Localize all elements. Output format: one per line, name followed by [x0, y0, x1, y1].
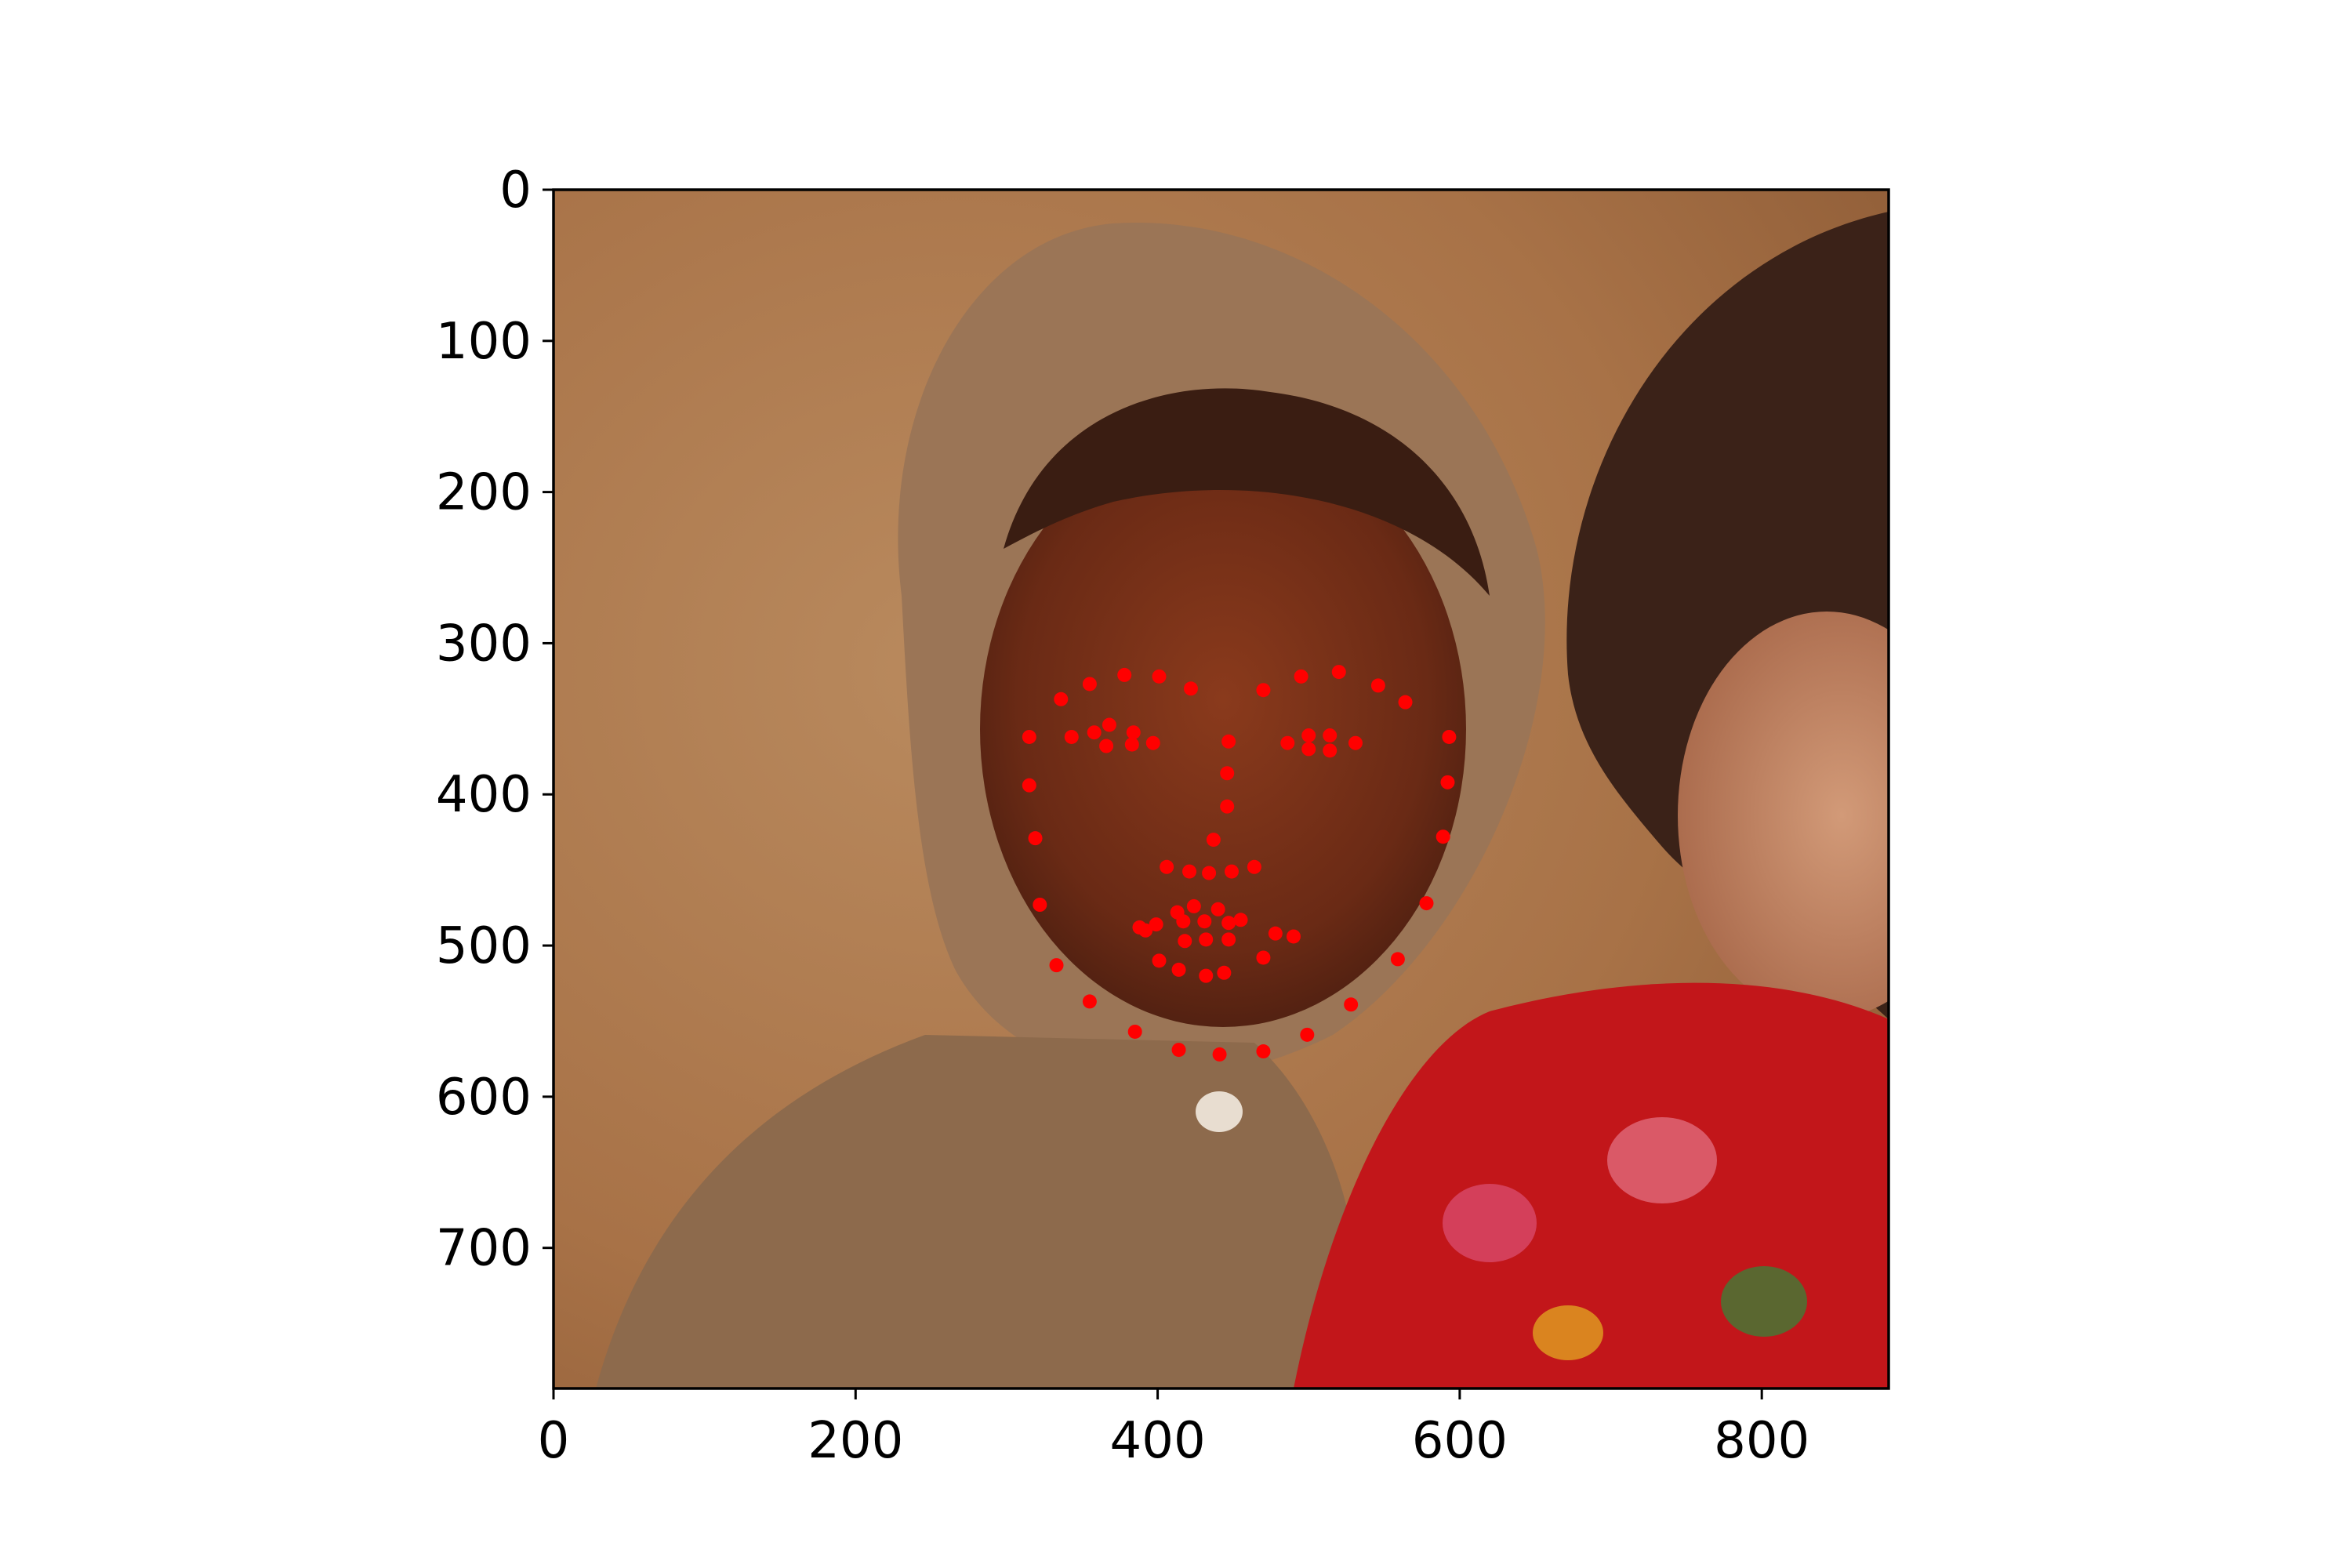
landmark-point-9: [1256, 1044, 1271, 1059]
landmark-point-11: [1344, 997, 1359, 1012]
landmark-point-6: [1127, 1024, 1142, 1039]
landmark-point-54: [1233, 913, 1248, 927]
landmark-point-63: [1176, 914, 1191, 929]
landmark-point-13: [1419, 896, 1434, 911]
landmark-point-32: [1182, 864, 1197, 879]
landmark-point-43: [1280, 735, 1295, 750]
y-tick-label-7: 700: [436, 1220, 532, 1278]
x-axis: 0 200 400 600 800: [538, 1388, 1809, 1470]
landmark-point-56: [1286, 929, 1301, 944]
landmark-point-5: [1082, 994, 1097, 1009]
landmark-point-19: [1117, 667, 1132, 682]
landmark-point-21: [1183, 681, 1198, 696]
landmark-point-60: [1171, 962, 1186, 977]
landmark-point-65: [1221, 916, 1236, 931]
y-axis: 0 100 200 300 400 500 600 700: [436, 162, 554, 1278]
x-tick-label-0: 0: [538, 1412, 570, 1470]
landmark-point-58: [1217, 965, 1232, 980]
landmark-point-45: [1323, 728, 1338, 743]
landmark-points: [1022, 665, 1457, 1062]
x-tick-label-1: 200: [808, 1412, 903, 1470]
landmark-point-48: [1301, 742, 1316, 757]
landmark-point-16: [1442, 729, 1457, 744]
landmark-point-30: [1206, 833, 1221, 848]
landmark-point-39: [1126, 725, 1141, 740]
y-tick-label-6: 600: [436, 1069, 532, 1127]
landmark-point-67: [1199, 932, 1214, 947]
landmark-point-37: [1087, 725, 1102, 740]
landmark-point-27: [1221, 734, 1236, 749]
landmark-point-26: [1398, 695, 1413, 710]
y-tick-label-3: 300: [436, 615, 532, 673]
landmark-point-7: [1171, 1043, 1186, 1058]
landmark-point-36: [1064, 729, 1079, 744]
landmark-point-18: [1082, 677, 1097, 691]
landmark-point-40: [1145, 735, 1160, 750]
landmark-point-41: [1099, 739, 1114, 753]
landmark-point-33: [1202, 866, 1217, 880]
x-tick-label-4: 800: [1714, 1412, 1809, 1470]
x-tick-label-3: 600: [1412, 1412, 1508, 1470]
landmark-point-24: [1331, 665, 1346, 680]
photo: [554, 190, 1889, 1388]
landmark-point-59: [1199, 968, 1214, 983]
landmark-point-46: [1348, 735, 1363, 750]
landmark-point-34: [1224, 864, 1239, 879]
landmark-point-52: [1186, 898, 1201, 913]
landmark-point-10: [1300, 1027, 1315, 1042]
landmark-point-17: [1054, 691, 1069, 706]
y-tick-label-2: 200: [436, 464, 532, 522]
landmark-point-22: [1256, 683, 1271, 698]
landmark-point-29: [1220, 799, 1235, 814]
landmark-point-15: [1440, 775, 1455, 789]
landmark-point-14: [1436, 829, 1450, 844]
landmark-point-8: [1212, 1047, 1227, 1062]
y-tick-label-0: 0: [499, 162, 532, 220]
landmark-point-47: [1323, 743, 1338, 758]
axes-frame: [552, 188, 1890, 1390]
landmark-point-42: [1124, 737, 1139, 752]
y-tick-label-4: 400: [436, 766, 532, 824]
landmark-point-1: [1022, 778, 1036, 793]
landmark-point-3: [1033, 898, 1047, 913]
landmark-point-62: [1138, 923, 1153, 938]
landmark-point-0: [1022, 729, 1036, 744]
landmark-point-31: [1160, 859, 1174, 874]
landmark-point-68: [1221, 932, 1236, 947]
landmark-point-64: [1197, 914, 1212, 929]
landmark-point-4: [1049, 958, 1064, 973]
landmark-point-61: [1152, 953, 1167, 968]
landmark-point-66: [1178, 934, 1192, 949]
landmark-point-12: [1390, 952, 1405, 967]
y-tick-label-5: 500: [436, 917, 532, 975]
landmark-point-2: [1028, 831, 1043, 846]
landmark-point-25: [1370, 678, 1385, 693]
landmark-point-50: [1149, 917, 1163, 932]
landmark-point-23: [1294, 669, 1308, 684]
y-tick-label-1: 100: [436, 313, 532, 371]
landmark-point-38: [1102, 717, 1116, 732]
landmark-point-20: [1152, 669, 1167, 684]
landmark-point-53: [1210, 902, 1225, 916]
landmark-point-57: [1256, 950, 1271, 965]
x-tick-label-2: 400: [1110, 1412, 1206, 1470]
landmark-point-44: [1301, 728, 1316, 743]
landmark-point-28: [1220, 766, 1235, 781]
landmark-point-35: [1247, 859, 1261, 874]
landmark-point-55: [1268, 926, 1283, 941]
